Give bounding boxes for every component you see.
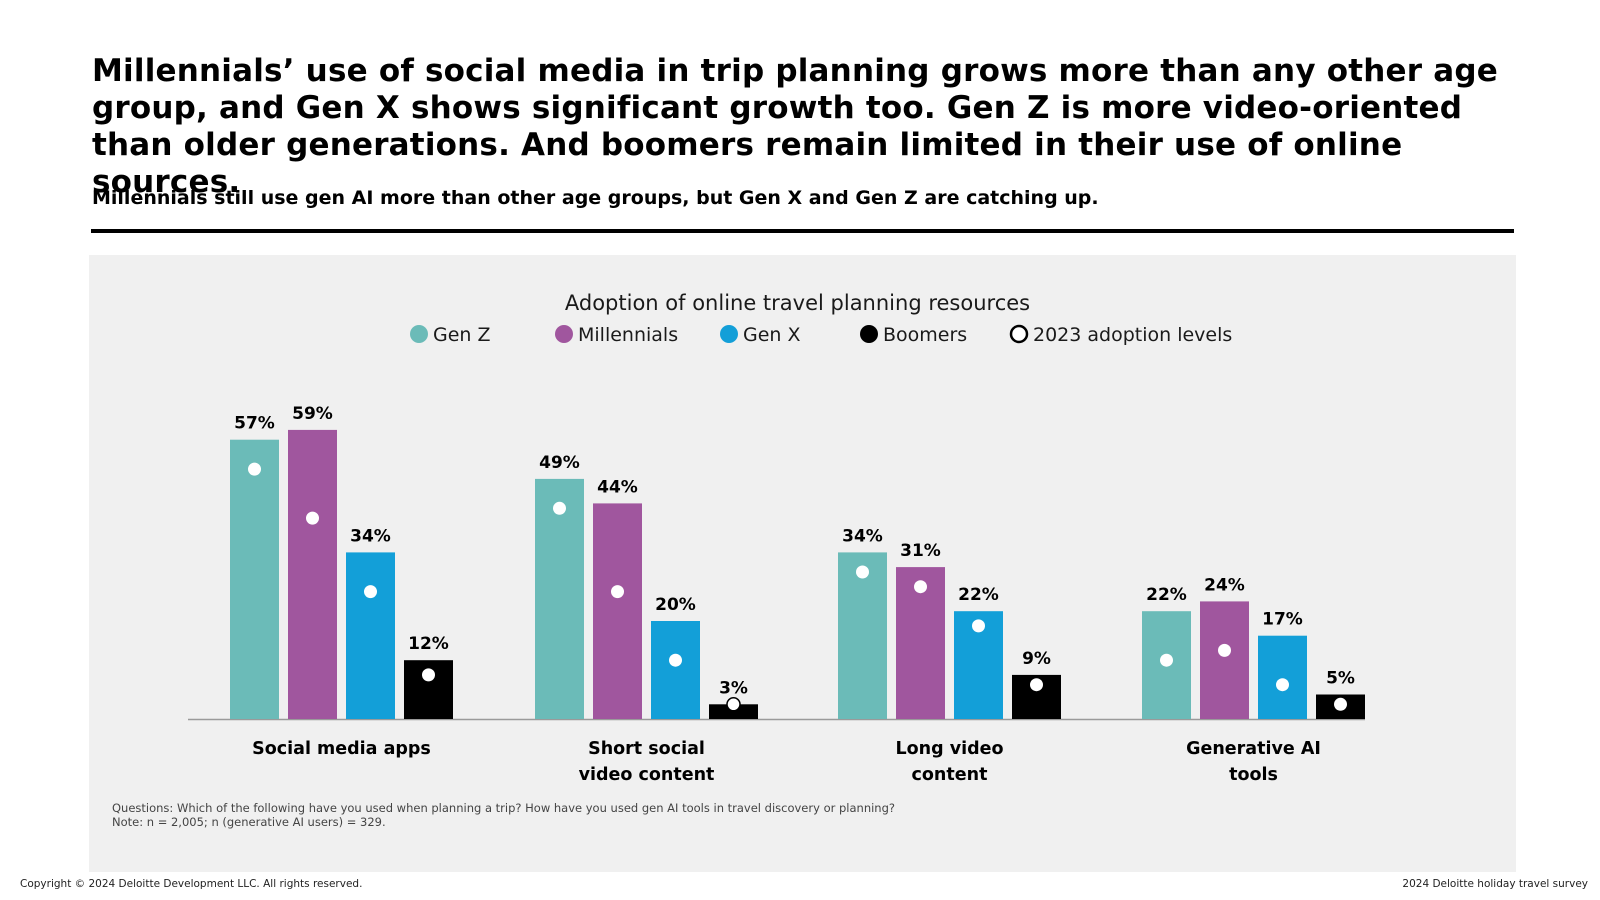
bar-millennials-4 [1200,601,1249,719]
legend-label-boomers: Boomers [883,324,967,346]
category-label-4-line-2: tools [1229,765,1278,785]
bar-gen-z-2 [535,478,584,719]
data-label-gen-x-3: 22% [958,585,999,605]
data-label-gen-z-4: 22% [1146,585,1187,605]
marker-2023-boomers-2 [726,697,741,712]
bar-gen-z-3 [838,552,887,719]
legend-label-millennials: Millennials [578,324,678,346]
data-label-millennials-3: 31% [900,541,941,561]
marker-2023-millennials-1 [306,511,319,525]
marker-2023-boomers-4 [1334,697,1347,711]
marker-2023-boomers-1 [422,668,435,682]
bar-chart: Adoption of online travel planning resou… [188,291,1365,785]
bar-gen-x-1 [346,552,395,719]
marker-2023-gen-x-4 [1276,678,1289,692]
survey-source: 2024 Deloitte holiday travel survey [1402,878,1588,890]
data-label-boomers-1: 12% [408,634,449,654]
marker-2023-millennials-4 [1218,643,1231,657]
category-label-3-line-1: Long video [895,739,1003,759]
category-label-2-line-1: Short social [588,739,705,759]
page-headline: Millennials’ use of social media in trip… [92,53,1498,200]
marker-2023-gen-z-4 [1160,653,1173,667]
bar-gen-x-2 [651,621,700,719]
legend-label-gen-z: Gen Z [433,324,491,346]
legend-swatch-boomers [860,325,878,343]
bar-boomers-2 [709,704,758,719]
data-label-gen-z-3: 34% [842,526,883,546]
category-label-3-line-2: content [912,765,988,785]
data-label-gen-z-2: 49% [539,453,580,473]
chart-panel: Adoption of online travel planning resou… [89,255,1516,872]
data-label-millennials-4: 24% [1204,575,1245,595]
data-label-boomers-4: 5% [1326,669,1355,689]
data-label-gen-x-2: 20% [655,595,696,615]
data-label-boomers-2: 3% [719,678,748,698]
marker-2023-millennials-2 [611,585,624,599]
legend-2023-marker-icon [1009,324,1029,344]
legend-swatch-gen-z [410,325,428,343]
bar-millennials-1 [288,429,337,719]
chart-title: Adoption of online travel planning resou… [565,291,1030,315]
data-label-gen-z-1: 57% [234,414,275,434]
legend-swatch-gen-x [720,325,738,343]
marker-2023-gen-x-3 [972,619,985,633]
data-label-millennials-1: 59% [292,404,333,424]
marker-2023-gen-z-3 [856,565,869,579]
legend-swatch-millennials [555,325,573,343]
chart-notes: Questions: Which of the following have y… [112,801,895,829]
page-subheadline: Millennials still use gen AI more than o… [92,187,1099,209]
category-label-1-line-1: Social media apps [252,739,431,759]
questions-note: Questions: Which of the following have y… [112,801,895,815]
category-label-2-line-2: video content [579,765,715,785]
data-label-gen-x-1: 34% [350,526,391,546]
bar-gen-z-1 [230,439,279,719]
legend-label-gen-x: Gen X [743,324,801,346]
marker-2023-gen-x-2 [669,653,682,667]
sample-size-note: Note: n = 2,005; n (generative AI users)… [112,815,386,829]
bar-gen-x-4 [1258,635,1307,719]
header-divider [91,229,1514,233]
bar-millennials-2 [593,503,642,719]
category-label-4-line-1: Generative AI [1186,739,1321,759]
marker-2023-boomers-3 [1030,678,1043,692]
data-label-gen-x-4: 17% [1262,610,1303,630]
marker-2023-gen-z-1 [248,462,261,476]
data-label-boomers-3: 9% [1022,649,1051,669]
marker-2023-gen-x-1 [364,585,377,599]
marker-2023-millennials-3 [914,580,927,594]
legend-label-2023-adoption-levels: 2023 adoption levels [1033,324,1232,346]
data-label-millennials-2: 44% [597,477,638,497]
copyright-text: Copyright © 2024 Deloitte Development LL… [20,878,363,890]
marker-2023-gen-z-2 [553,501,566,515]
